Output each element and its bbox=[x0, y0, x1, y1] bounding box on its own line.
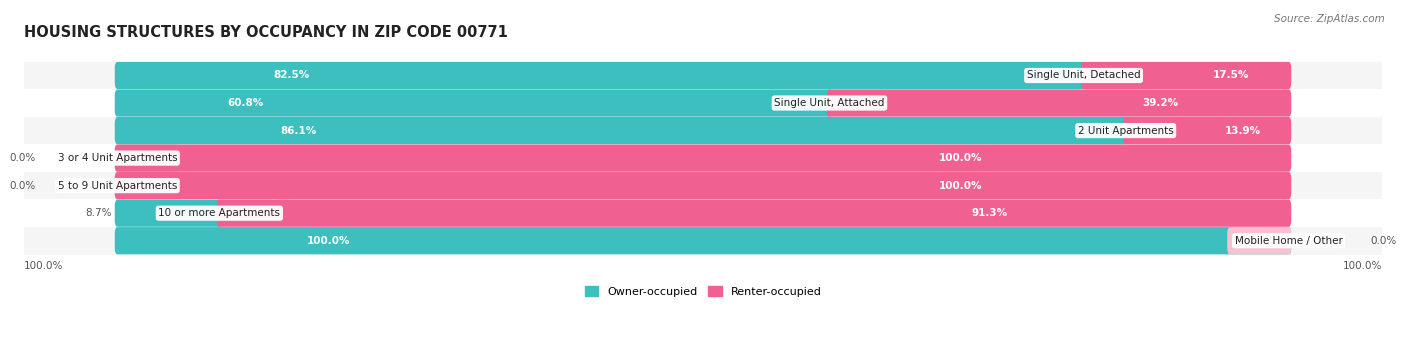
Text: 100.0%: 100.0% bbox=[939, 181, 983, 191]
FancyBboxPatch shape bbox=[115, 117, 1129, 144]
Text: Mobile Home / Other: Mobile Home / Other bbox=[1234, 236, 1343, 246]
FancyBboxPatch shape bbox=[115, 227, 1291, 254]
FancyBboxPatch shape bbox=[115, 172, 1291, 199]
Text: Single Unit, Detached: Single Unit, Detached bbox=[1026, 71, 1140, 80]
Text: 17.5%: 17.5% bbox=[1213, 71, 1250, 80]
Text: Source: ZipAtlas.com: Source: ZipAtlas.com bbox=[1274, 14, 1385, 24]
Text: 91.3%: 91.3% bbox=[972, 208, 1007, 218]
Text: 8.7%: 8.7% bbox=[86, 208, 111, 218]
FancyBboxPatch shape bbox=[1081, 62, 1291, 89]
FancyBboxPatch shape bbox=[115, 172, 179, 199]
Text: HOUSING STRUCTURES BY OCCUPANCY IN ZIP CODE 00771: HOUSING STRUCTURES BY OCCUPANCY IN ZIP C… bbox=[24, 25, 508, 40]
FancyBboxPatch shape bbox=[827, 89, 1291, 117]
Text: 13.9%: 13.9% bbox=[1225, 125, 1261, 136]
Text: 0.0%: 0.0% bbox=[10, 153, 35, 163]
Legend: Owner-occupied, Renter-occupied: Owner-occupied, Renter-occupied bbox=[581, 282, 825, 301]
Text: 100.0%: 100.0% bbox=[307, 236, 350, 246]
Text: Single Unit, Attached: Single Unit, Attached bbox=[775, 98, 884, 108]
Bar bbox=[24, 199, 1382, 227]
Bar bbox=[24, 227, 1382, 254]
Text: 2 Unit Apartments: 2 Unit Apartments bbox=[1078, 125, 1174, 136]
FancyBboxPatch shape bbox=[217, 199, 1291, 227]
Bar bbox=[24, 62, 1382, 89]
Bar bbox=[24, 172, 1382, 199]
FancyBboxPatch shape bbox=[115, 62, 1087, 89]
FancyBboxPatch shape bbox=[115, 89, 832, 117]
FancyBboxPatch shape bbox=[115, 145, 1291, 172]
Bar bbox=[24, 144, 1382, 172]
FancyBboxPatch shape bbox=[115, 145, 179, 172]
Text: 86.1%: 86.1% bbox=[281, 125, 318, 136]
Text: 60.8%: 60.8% bbox=[228, 98, 264, 108]
Text: 5 to 9 Unit Apartments: 5 to 9 Unit Apartments bbox=[58, 181, 177, 191]
Text: 10 or more Apartments: 10 or more Apartments bbox=[159, 208, 280, 218]
Text: 100.0%: 100.0% bbox=[939, 153, 983, 163]
Text: 100.0%: 100.0% bbox=[24, 262, 63, 271]
FancyBboxPatch shape bbox=[115, 199, 222, 227]
Text: 0.0%: 0.0% bbox=[1371, 236, 1396, 246]
FancyBboxPatch shape bbox=[1227, 227, 1291, 254]
Text: 39.2%: 39.2% bbox=[1142, 98, 1178, 108]
Text: 0.0%: 0.0% bbox=[10, 181, 35, 191]
Text: 3 or 4 Unit Apartments: 3 or 4 Unit Apartments bbox=[58, 153, 177, 163]
Text: 100.0%: 100.0% bbox=[1343, 262, 1382, 271]
Text: 82.5%: 82.5% bbox=[273, 71, 309, 80]
FancyBboxPatch shape bbox=[1123, 117, 1291, 144]
Bar bbox=[24, 89, 1382, 117]
Bar bbox=[24, 117, 1382, 144]
